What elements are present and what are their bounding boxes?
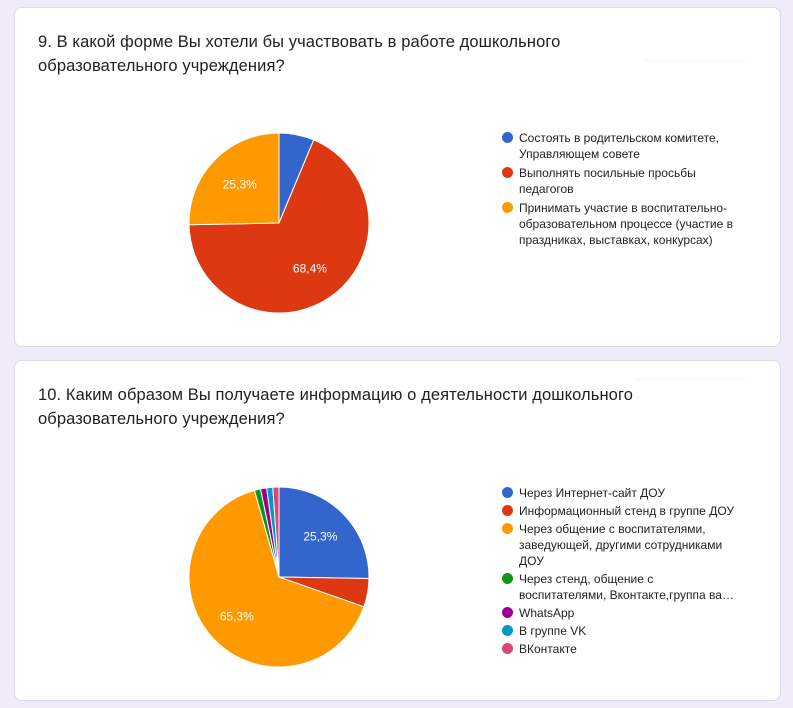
question-card-9: 9. В какой форме Вы хотели бы участвоват… — [14, 7, 781, 347]
legend-label: Через Интернет-сайт ДОУ — [519, 486, 665, 500]
pie-chart-q9: 68,4% 25,3% — [188, 132, 370, 314]
legend-dot-icon — [502, 487, 513, 498]
legend-dot-icon — [502, 167, 513, 178]
legend-dot-icon — [502, 607, 513, 618]
question-title: 9. В какой форме Вы хотели бы участвоват… — [38, 33, 561, 75]
pie-slice — [188, 132, 280, 226]
legend-item: В группе VK — [502, 623, 742, 639]
legend-dot-icon — [502, 625, 513, 636]
legend-label: WhatsApp — [519, 606, 575, 620]
legend-label: Состоять в родительском комитете, Управл… — [519, 131, 720, 161]
legend-item: Состоять в родительском комитете, Управл… — [502, 130, 737, 162]
divider — [635, 379, 745, 380]
legend-item: Через Интернет-сайт ДОУ — [502, 485, 742, 501]
divider — [645, 60, 745, 61]
legend-q10: Через Интернет-сайт ДОУ Информационный ст… — [502, 485, 742, 659]
slice-label: 25,3% — [303, 529, 337, 543]
legend-dot-icon — [502, 523, 513, 534]
legend-item: Принимать участие в воспитательно-образо… — [502, 200, 737, 248]
legend-item: WhatsApp — [502, 605, 742, 621]
legend-item: ВКонтакте — [502, 641, 742, 657]
legend-label: Через стенд, общение с воспитателями, Вк… — [519, 572, 734, 602]
pie-slice — [188, 139, 370, 314]
pie-slice — [278, 486, 370, 580]
question-card-10: 10. Каким образом Вы получаете информаци… — [14, 360, 781, 701]
legend-label: Принимать участие в воспитательно-образо… — [519, 201, 733, 247]
legend-item: Через стенд, общение с воспитателями, Вк… — [502, 571, 742, 603]
pie-chart-q10: 25,3% 65,3% — [188, 486, 370, 668]
legend-item: Через общение с воспитателями, заведующе… — [502, 521, 742, 569]
question-title: 10. Каким образом Вы получаете информаци… — [38, 386, 633, 428]
legend-item: Выполнять посильные просьбы педагогов — [502, 165, 737, 197]
slice-label: 68,4% — [293, 261, 327, 275]
legend-dot-icon — [502, 132, 513, 143]
slice-label: 25,3% — [223, 177, 257, 191]
pie-slice — [272, 486, 280, 578]
legend-dot-icon — [502, 573, 513, 584]
legend-dot-icon — [502, 505, 513, 516]
slice-label: 65,3% — [220, 610, 254, 624]
legend-label: Информационный стенд в группе ДОУ — [519, 504, 735, 518]
legend-label: ВКонтакте — [519, 642, 577, 656]
pie-slice — [188, 489, 365, 668]
legend-q9: Состоять в родительском комитете, Управл… — [502, 130, 737, 251]
legend-label: Выполнять посильные просьбы педагогов — [519, 166, 696, 196]
legend-dot-icon — [502, 202, 513, 213]
legend-label: Через общение с воспитателями, заведующе… — [519, 522, 723, 568]
legend-label: В группе VK — [519, 624, 587, 638]
legend-dot-icon — [502, 643, 513, 654]
legend-item: Информационный стенд в группе ДОУ — [502, 503, 742, 519]
